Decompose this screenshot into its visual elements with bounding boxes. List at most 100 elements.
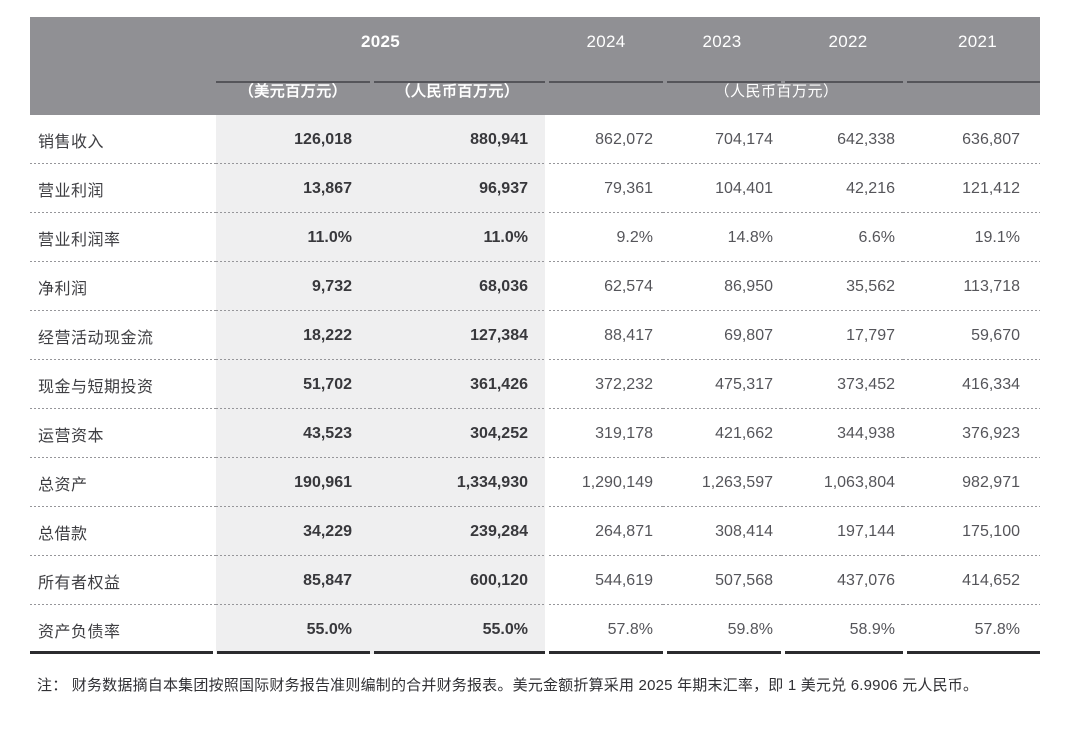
cell-2024: 372,232 — [549, 360, 663, 409]
header-unit-rmb-millions-group: （人民币百万元） — [549, 66, 1040, 115]
header-spacer-2 — [545, 66, 549, 115]
row-label: 销售收入 — [30, 115, 216, 164]
table-bottom-rule-segment — [667, 651, 781, 654]
cell-2025-usd: 190,961 — [216, 458, 370, 507]
header-corner-blank-2 — [30, 66, 216, 115]
cell-2024: 1,290,149 — [549, 458, 663, 507]
cell-2022: 1,063,804 — [781, 458, 903, 507]
row-label: 所有者权益 — [30, 556, 216, 605]
financial-table-grid: 2025 2024 2023 2022 2021 （美元百万元） （人民币百万元… — [30, 17, 1040, 654]
row-label: 资产负债率 — [38, 623, 121, 641]
cell-2024: 862,072 — [549, 115, 663, 164]
cell-2025-usd: 13,867 — [216, 164, 370, 213]
year-underline-segment — [667, 81, 781, 83]
table-bottom-rule-segment — [785, 651, 903, 654]
cell-2022: 58.9% — [849, 620, 895, 638]
cell-2025-rmb: 304,252 — [370, 409, 545, 458]
cell-2022: 6.6% — [781, 213, 903, 262]
row-label: 净利润 — [30, 262, 216, 311]
cell-2023: 1,263,597 — [663, 458, 781, 507]
cell-2023: 475,317 — [663, 360, 781, 409]
cell-2023: 69,807 — [663, 311, 781, 360]
cell-2021: 636,807 — [903, 115, 1040, 164]
header-unit-rmb-millions: （人民币百万元） — [370, 66, 545, 115]
table-bottom-rule-segment — [549, 651, 663, 654]
header-year-2025: 2025 — [216, 17, 545, 66]
cell-2021: 416,334 — [903, 360, 1040, 409]
cell-2023: 14.8% — [663, 213, 781, 262]
cell-2025-rmb: 127,384 — [370, 311, 545, 360]
header-year-2022: 2022 — [781, 17, 903, 66]
table-bottom-rule-segment — [374, 651, 545, 654]
row-label: 经营活动现金流 — [30, 311, 216, 360]
year-underline-segment — [374, 81, 545, 83]
cell-2022: 344,938 — [781, 409, 903, 458]
cell-2024: 62,574 — [549, 262, 663, 311]
cell-2021: 414,652 — [903, 556, 1040, 605]
cell-2024: 57.8% — [607, 620, 653, 638]
cell-2022: 642,338 — [781, 115, 903, 164]
cell-2025-rmb: 880,941 — [370, 115, 545, 164]
cell-2024: 88,417 — [549, 311, 663, 360]
year-underline-segment — [549, 81, 663, 83]
cell-2025-rmb: 96,937 — [370, 164, 545, 213]
cell-2021: 57.8% — [974, 620, 1020, 638]
row-label: 营业利润率 — [30, 213, 216, 262]
cell-2025-rmb: 239,284 — [370, 507, 545, 556]
cell-2025-rmb: 11.0% — [370, 213, 545, 262]
cell-2024: 9.2% — [549, 213, 663, 262]
footnote-text: 注： 财务数据摘自本集团按照国际财务报告准则编制的合并财务报表。美元金额折算采用… — [37, 677, 979, 694]
header-spacer — [545, 17, 549, 66]
cell-2025-rmb: 55.0% — [370, 605, 545, 654]
cell-2025-usd: 34,229 — [216, 507, 370, 556]
cell-2025-usd: 18,222 — [216, 311, 370, 360]
cell-2025-rmb: 1,334,930 — [370, 458, 545, 507]
cell-2021: 982,971 — [903, 458, 1040, 507]
cell-2024: 79,361 — [549, 164, 663, 213]
table-bottom-rule-segment — [217, 651, 370, 654]
cell-2025-usd: 55.0% — [216, 605, 370, 654]
row-label: 运营资本 — [30, 409, 216, 458]
header-corner-blank — [30, 17, 216, 66]
cell-2025-rmb: 600,120 — [370, 556, 545, 605]
header-year-2021: 2021 — [903, 17, 1040, 66]
cell-2021: 113,718 — [903, 262, 1040, 311]
cell-2021: 121,412 — [903, 164, 1040, 213]
cell-2023: 104,401 — [663, 164, 781, 213]
cell-2022: 197,144 — [781, 507, 903, 556]
financial-table: 2025 2024 2023 2022 2021 （美元百万元） （人民币百万元… — [30, 17, 1040, 654]
year-underline-segment — [907, 81, 1040, 83]
cell-2022: 42,216 — [781, 164, 903, 213]
cell-2022: 373,452 — [781, 360, 903, 409]
row-label: 总借款 — [30, 507, 216, 556]
cell-2023: 421,662 — [663, 409, 781, 458]
header-unit-usd-millions: （美元百万元） — [216, 66, 370, 115]
cell-2022: 35,562 — [781, 262, 903, 311]
cell-2022: 437,076 — [781, 556, 903, 605]
cell-2021: 19.1% — [903, 213, 1040, 262]
cell-2023: 308,414 — [663, 507, 781, 556]
cell-2023: 507,568 — [663, 556, 781, 605]
table-bottom-rule-segment — [30, 651, 213, 654]
row-label: 营业利润 — [30, 164, 216, 213]
cell-2023: 86,950 — [663, 262, 781, 311]
cell-2024: 319,178 — [549, 409, 663, 458]
row-label: 总资产 — [30, 458, 216, 507]
table-bottom-rule-segment — [907, 651, 1040, 654]
year-underline-segment — [216, 81, 370, 83]
cell-2021: 175,100 — [903, 507, 1040, 556]
cell-2023: 704,174 — [663, 115, 781, 164]
header-year-2023: 2023 — [663, 17, 781, 66]
year-underline-segment — [785, 81, 903, 83]
cell-2021: 59,670 — [903, 311, 1040, 360]
cell-2025-usd: 51,702 — [216, 360, 370, 409]
cell-2025-usd: 43,523 — [216, 409, 370, 458]
cell-2024: 264,871 — [549, 507, 663, 556]
cell-2024: 544,619 — [549, 556, 663, 605]
cell-2025-usd: 9,732 — [216, 262, 370, 311]
cell-2023: 59.8% — [727, 620, 773, 638]
cell-2025-rmb: 361,426 — [370, 360, 545, 409]
cell-2022: 17,797 — [781, 311, 903, 360]
header-year-2024: 2024 — [549, 17, 663, 66]
